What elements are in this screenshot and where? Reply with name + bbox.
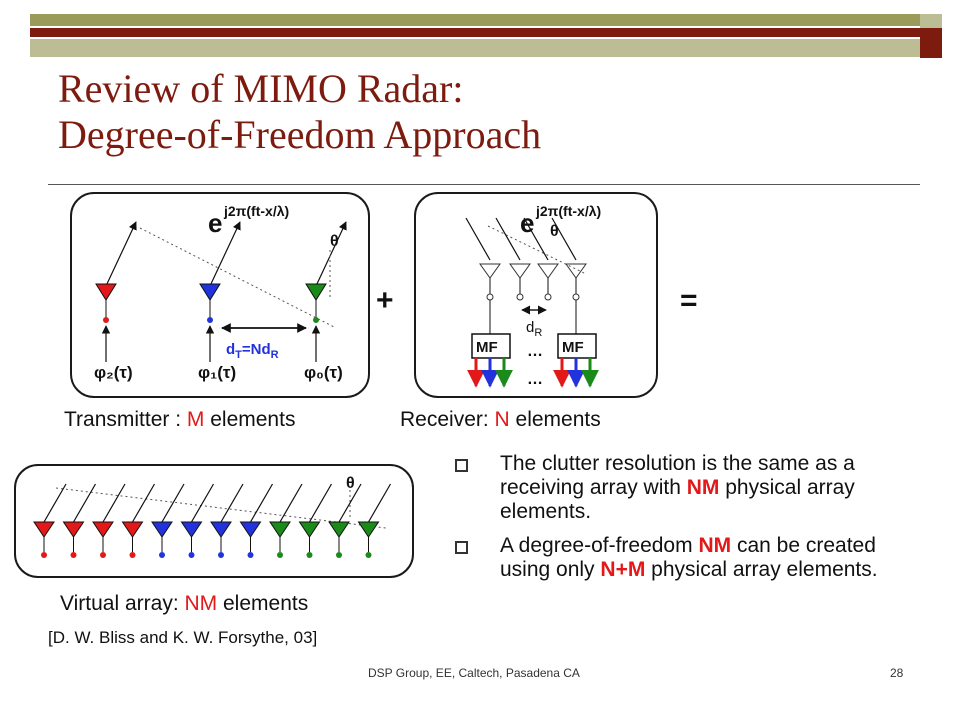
tx-wave-base: e [208, 208, 222, 238]
page-number: 28 [890, 666, 904, 680]
mf-label-right: MF [562, 339, 584, 356]
bullet-1-text-b: physical array elements. [500, 476, 855, 523]
transmitter-diagram: e j2π(ft-x/λ) θ dT=NdR φ₂(τ) φ₁(τ) φ₀(τ) [94, 203, 347, 382]
virtual-antenna [33, 521, 55, 538]
virtual-caption-suffix: elements [217, 592, 309, 615]
bullet-2-text-a: A degree-of-freedom [500, 534, 699, 557]
bullet-2-text-c: physical array elements. [645, 558, 878, 581]
virtual-antenna [328, 521, 350, 538]
rx-theta-label: θ [550, 223, 559, 240]
mf-label-left: MF [476, 339, 498, 356]
top-decoration-bar [30, 14, 940, 58]
bullet-2-text-b: can be created using only [500, 534, 876, 581]
transmitter-panel [70, 192, 370, 398]
transmitter-caption: Transmitter : M elements [64, 408, 295, 432]
virtual-antenna [121, 521, 144, 538]
footer-text: DSP Group, EE, Caltech, Pasadena CA [368, 666, 580, 680]
title-line-2: Degree-of-Freedom Approach [58, 112, 542, 157]
receiver-caption-suffix: elements [509, 408, 601, 431]
bullet-2-highlight-b: N+M [600, 558, 646, 581]
slide-title: Review of MIMO Radar: Degree-of-Freedom … [58, 66, 918, 158]
title-line-1: Review of MIMO Radar: [58, 66, 464, 111]
phi-0-label: φ₀(τ) [304, 363, 343, 382]
virtual-antenna [239, 521, 262, 538]
tx-theta-label: θ [330, 233, 339, 250]
virtual-antenna [298, 521, 321, 538]
bullet-2-highlight-a: NM [698, 534, 732, 557]
citation: [D. W. Bliss and K. W. Forsythe, 03] [48, 628, 318, 647]
mf-block-left [471, 333, 511, 359]
tx-antenna-blue [199, 283, 221, 301]
virtual-antenna [151, 521, 173, 538]
receiver-caption-prefix: Receiver: [400, 408, 495, 431]
tx-wave-exponent: j2π(ft-x/λ) [223, 203, 289, 219]
rx-dots-upper: … [527, 343, 543, 360]
tx-antenna-red [95, 283, 117, 301]
virtual-antenna [92, 521, 114, 538]
virtual-caption-var: NM [184, 592, 218, 615]
bullet-1-text-a: The clutter resolution is the same as a … [500, 452, 855, 499]
bullet-list: The clutter resolution is the same as a … [452, 452, 922, 592]
virtual-array-panel [14, 464, 414, 578]
virtual-caption-prefix: Virtual array: [60, 592, 185, 615]
bullet-1-highlight: NM [686, 476, 720, 499]
bullet-marker-icon [455, 459, 468, 472]
transmitter-caption-suffix: elements [204, 408, 296, 431]
receiver-caption: Receiver: N elements [400, 408, 601, 432]
bullet-item: A degree-of-freedom NM can be created us… [452, 534, 922, 582]
phi-2-label: φ₂(τ) [94, 363, 133, 382]
receiver-caption-var: N [494, 408, 510, 431]
tx-antenna-green [305, 283, 327, 301]
bullet-marker-icon [455, 541, 468, 554]
mf-block-right [557, 333, 597, 359]
virtual-antenna [210, 521, 232, 538]
virtual-theta-label: θ [346, 475, 355, 492]
receiver-panel [414, 192, 658, 398]
transmitter-caption-var: M [186, 408, 205, 431]
receiver-diagram: MF MF e j2π(ft-x/λ) θ dR … … [465, 203, 601, 388]
equals-sign: = [680, 284, 698, 317]
tx-spacing-label: dT=NdR [226, 341, 279, 361]
virtual-antenna [180, 521, 203, 538]
rx-dots-lower: … [527, 371, 543, 388]
virtual-caption: Virtual array: NM elements [60, 592, 308, 616]
virtual-antenna [357, 521, 380, 538]
corner-decoration-top [920, 14, 942, 28]
transmitter-caption-prefix: Transmitter : [64, 408, 187, 431]
virtual-antenna [269, 521, 291, 538]
phi-1-label: φ₁(τ) [198, 363, 236, 382]
rx-spacing-label: dR [526, 319, 542, 339]
rx-wave-exponent: j2π(ft-x/λ) [535, 203, 601, 219]
virtual-array-diagram: θ [33, 475, 392, 558]
plus-sign: + [376, 284, 394, 317]
bullet-item: The clutter resolution is the same as a … [452, 452, 922, 524]
virtual-antenna [62, 521, 85, 538]
title-divider [48, 184, 920, 185]
rx-wave-base: e [520, 208, 534, 238]
